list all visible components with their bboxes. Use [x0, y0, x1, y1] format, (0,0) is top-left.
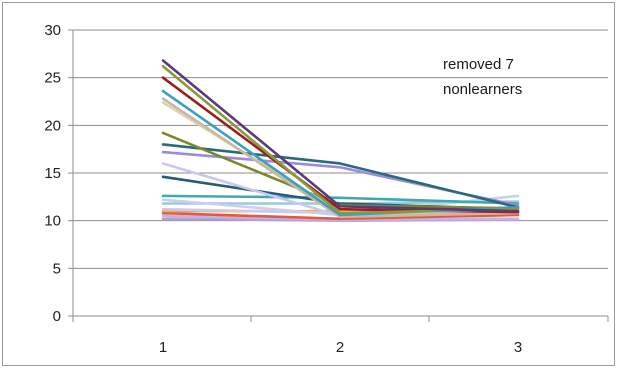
- x-tick-label-1: 1: [159, 339, 167, 356]
- gridlines: [73, 29, 608, 269]
- series-line-12: [161, 194, 520, 205]
- line-chart: 0 5 10 15 20 25 30 1 2 3 removed 7 nonlearners: [44, 22, 609, 356]
- y-tick-label-30: 30: [44, 22, 61, 39]
- series-lines: [161, 59, 520, 222]
- y-tick-label-0: 0: [53, 308, 61, 325]
- series-line-17: [161, 211, 520, 221]
- y-tick-label-5: 5: [53, 260, 61, 277]
- annotation-line-2: nonlearners: [443, 81, 522, 98]
- chart-frame: 0 5 10 15 20 25 30 1 2 3 removed 7 nonlearners: [2, 2, 615, 366]
- y-tick-label-20: 20: [44, 117, 61, 134]
- series-line-5: [161, 97, 520, 219]
- y-axis-tick-labels: 0 5 10 15 20 25 30: [44, 22, 61, 325]
- y-tick-label-25: 25: [44, 70, 61, 87]
- series-line-8: [161, 143, 520, 209]
- x-tick-label-2: 2: [336, 339, 344, 356]
- x-axis-tick-labels: 1 2 3: [159, 339, 522, 356]
- axes: [68, 29, 609, 322]
- y-tick-label-10: 10: [44, 213, 61, 230]
- annotation-line-1: removed 7: [443, 56, 514, 73]
- series-line-1: [161, 59, 520, 213]
- x-tick-label-3: 3: [514, 339, 522, 356]
- y-tick-label-15: 15: [44, 165, 61, 182]
